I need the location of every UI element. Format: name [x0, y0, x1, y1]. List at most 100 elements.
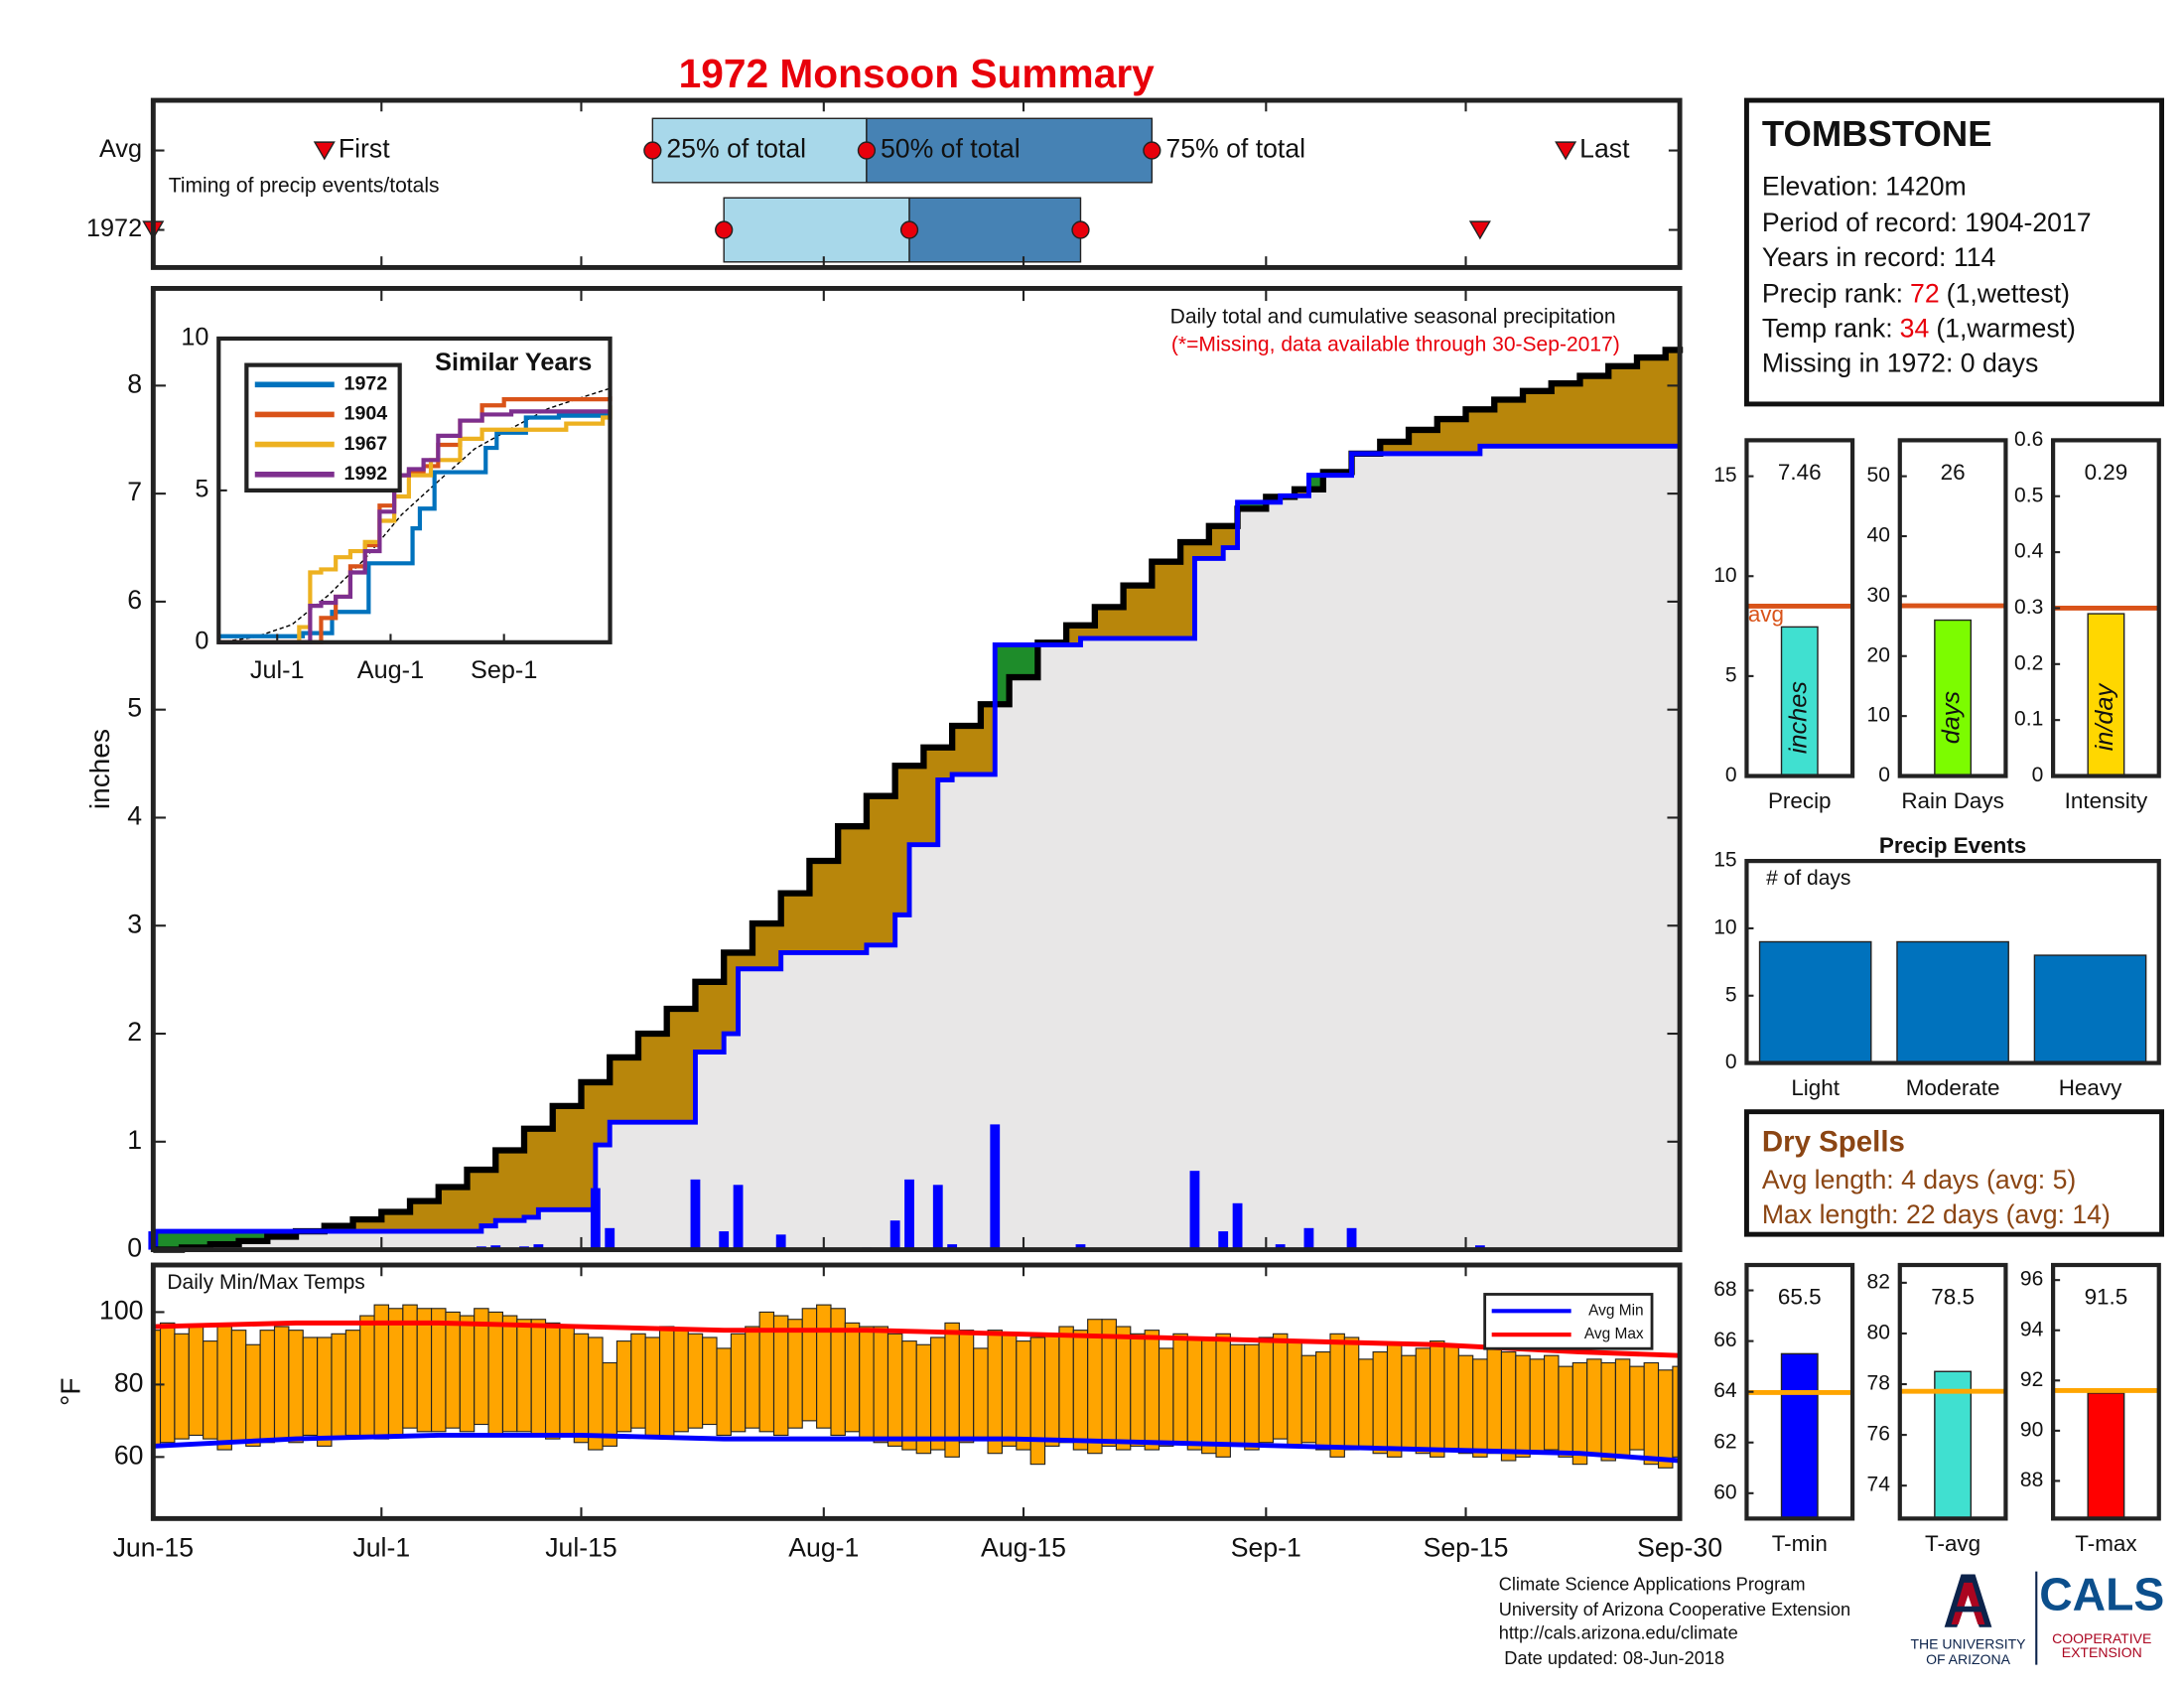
bar-label: days: [1938, 691, 1966, 745]
timing-box-late: [908, 197, 1082, 263]
daily-bar: [1232, 1202, 1243, 1250]
plot-frame: [150, 1262, 1683, 1521]
bar: [1934, 1370, 1973, 1520]
y-tick-label: 0.5: [2014, 484, 2043, 506]
daily-bar: [1218, 1231, 1229, 1250]
y-tick-label: 6: [127, 585, 142, 615]
y-tick-label: 62: [1713, 1430, 1736, 1453]
temp-range-bar: [1600, 1361, 1616, 1462]
x-tick-label: Jun-15: [113, 1532, 194, 1562]
y-tick-label: 96: [2020, 1268, 2043, 1291]
marker-label: First: [339, 134, 390, 164]
bar: [1780, 1352, 1819, 1520]
station-box: TOMBSTONE Elevation: 1420m Period of rec…: [1743, 97, 2165, 407]
temp-range-bar: [1657, 1369, 1674, 1469]
temp-range-bar: [673, 1330, 689, 1433]
rank-label: Precip rank:: [1762, 279, 1903, 309]
footer-line: Climate Science Applications Program: [1499, 1574, 1806, 1595]
temp-range-bar: [1672, 1365, 1681, 1458]
daily-bar: [904, 1179, 914, 1250]
y-tick-label: 3: [127, 909, 142, 938]
temp-range-bar: [1001, 1333, 1018, 1447]
timing-marker: [1071, 220, 1090, 239]
panel-title: Precip Events: [1879, 833, 2026, 858]
temp-bars: [153, 1304, 1681, 1469]
bar: [1780, 626, 1819, 777]
temp-range-bar: [702, 1336, 718, 1426]
temp-range-bar: [288, 1330, 304, 1444]
x-tick-label: Jul-1: [250, 656, 305, 684]
rank-label: Temp rank:: [1762, 314, 1893, 344]
y-tick-label: 0.1: [2014, 708, 2043, 731]
x-tick-label: Sep-1: [1231, 1532, 1301, 1562]
temp-range-bar: [1043, 1333, 1060, 1447]
y-tick-label: 5: [1725, 663, 1737, 686]
temp-range-bar: [588, 1336, 604, 1451]
temp-range-bar: [987, 1330, 1004, 1455]
footer: Climate Science Applications Program Uni…: [1499, 1574, 1850, 1668]
logo-text: THE UNIVERSITY: [1911, 1636, 2027, 1652]
plot-frame: [150, 97, 1683, 270]
temp-range-bar: [1215, 1333, 1231, 1458]
temp-range-bar: [816, 1304, 832, 1429]
daily-bar: [590, 1188, 601, 1250]
temp-range-bar: [658, 1326, 675, 1440]
y-tick-label: 0: [1725, 764, 1737, 786]
temp-range-bar: [1629, 1365, 1645, 1451]
daily-bar: [775, 1234, 786, 1250]
daily-bar: [733, 1185, 744, 1250]
timing-note: Timing of precip events/totals: [169, 175, 440, 198]
rank-note: (1,wettest): [1947, 279, 2070, 309]
temp-range-bar: [830, 1308, 846, 1437]
timing-box-late: [866, 117, 1154, 184]
observed-line: [153, 443, 1681, 1234]
legend-label: 1967: [344, 433, 388, 455]
y-tick-label: 20: [1867, 643, 1890, 666]
temp-range-bar: [787, 1319, 803, 1429]
temp-range-bar: [230, 1330, 247, 1444]
x-tick-label: Sep-30: [1637, 1532, 1722, 1562]
y-tick-label: 5: [195, 476, 208, 503]
row-label: Avg: [99, 135, 142, 163]
temp-range-bar: [801, 1308, 818, 1422]
temp-range-bar: [344, 1330, 361, 1437]
logos: THE UNIVERSITY OF ARIZONA CALS COOPERATI…: [1911, 1569, 2165, 1668]
panel-note: # of days: [1766, 867, 1850, 890]
temp-range-bar: [930, 1336, 946, 1451]
timing-triangle: [1468, 220, 1491, 240]
temp-range-bar: [1386, 1343, 1403, 1458]
value-label: 0.29: [2085, 460, 2128, 485]
cals-logo: CALS: [2039, 1569, 2164, 1620]
temp-range-bar: [1258, 1336, 1275, 1444]
temp-range-bar: [431, 1308, 447, 1433]
temp-range-bar: [745, 1326, 760, 1429]
temp-range-bar: [958, 1330, 975, 1444]
temp-range-bar: [188, 1326, 205, 1437]
logo-text: EXTENSION: [2062, 1644, 2142, 1660]
legend-label: 1992: [344, 463, 388, 485]
temp-range-bar: [1272, 1333, 1289, 1440]
plot-frame: [1897, 1262, 2008, 1521]
y-tick-label: 0.4: [2014, 540, 2044, 563]
temp-range-bar: [387, 1308, 404, 1437]
temp-range-bar: [1558, 1365, 1573, 1458]
temp-range-bar: [1529, 1358, 1546, 1455]
y-tick-label: 10: [1867, 704, 1890, 727]
value-label: 26: [1941, 460, 1966, 485]
category-label: T-min: [1772, 1531, 1828, 1556]
daily-bar: [690, 1179, 701, 1250]
temp-range-bar: [1486, 1347, 1503, 1455]
temp-range-bar: [1571, 1361, 1588, 1466]
temp-range-bar: [159, 1322, 176, 1444]
timing-marker: [899, 220, 919, 239]
y-tick-label: 7: [127, 477, 142, 506]
temp-range-bar: [273, 1326, 290, 1440]
temp-range-bar: [1372, 1350, 1389, 1455]
average-label: avg: [1748, 602, 1784, 627]
y-tick-label: 40: [1867, 524, 1890, 547]
station-name: TOMBSTONE: [1762, 113, 1992, 154]
plot-frame: [1744, 859, 2161, 1065]
y-tick-label: 0: [1725, 1051, 1737, 1073]
plot-frame: [216, 336, 613, 644]
bar: [1758, 940, 1872, 1064]
